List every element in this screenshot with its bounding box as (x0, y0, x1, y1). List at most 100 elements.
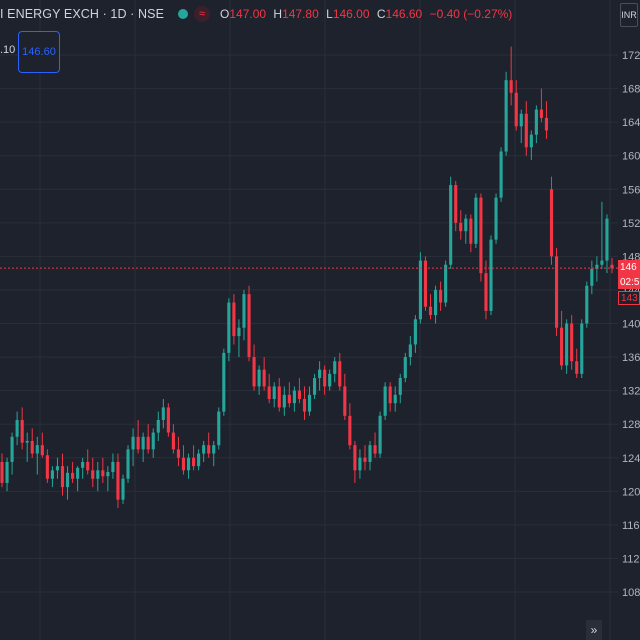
candle (10, 432, 14, 475)
candle (494, 193, 498, 244)
candle (252, 344, 256, 391)
grid-lines (0, 0, 618, 640)
candle-body (86, 461, 90, 471)
candle (232, 294, 236, 345)
candle (544, 101, 549, 139)
candle (353, 440, 357, 483)
candle-body (287, 394, 291, 404)
candle-body (50, 470, 54, 479)
candle-body (509, 80, 513, 93)
candle (343, 373, 347, 420)
candle-body (539, 109, 543, 118)
candle (368, 440, 372, 471)
candle (192, 445, 196, 471)
candle (171, 424, 175, 454)
high-label: H (273, 7, 283, 21)
open-label: O (220, 7, 230, 21)
candle (534, 105, 538, 144)
candle-body (146, 436, 150, 450)
candle-body (534, 109, 538, 135)
candle-body (156, 419, 160, 433)
indicator-icon[interactable]: ≈ (194, 6, 211, 22)
candle-body (464, 218, 468, 232)
candle-body (176, 449, 181, 458)
candle-body (262, 369, 266, 387)
candle (524, 101, 528, 156)
candle (403, 352, 407, 383)
candle-body (418, 260, 422, 320)
candle (121, 474, 125, 504)
candle-body (25, 440, 29, 443)
price-scale-bg (618, 0, 640, 640)
candle-body (499, 151, 503, 198)
candle (338, 352, 342, 391)
candle (600, 201, 604, 269)
candle (469, 214, 473, 253)
symbol-title[interactable]: I ENERGY EXCH · 1D · NSE (0, 7, 165, 21)
candle (499, 147, 503, 202)
y-tick-label: 116 (622, 520, 640, 532)
candle-body (252, 357, 256, 387)
candle-body (323, 369, 327, 387)
open-value: 147.00 (229, 7, 267, 21)
candle-body (212, 445, 216, 454)
candle (156, 411, 160, 441)
candle (504, 71, 508, 156)
candle (433, 285, 438, 324)
candle-body (519, 113, 523, 127)
candle-body (403, 357, 407, 379)
candle (40, 432, 44, 458)
candle-body (121, 478, 125, 500)
y-tick-label: 152 (622, 218, 640, 230)
countdown-tag: 02:5 (618, 275, 640, 290)
candle-body (378, 415, 382, 454)
candle (398, 373, 402, 404)
candle (378, 411, 382, 458)
candle (91, 457, 95, 488)
candle-body (479, 197, 483, 274)
candle-body (554, 256, 559, 328)
candle (161, 399, 165, 429)
candle-body (192, 457, 196, 467)
candle-body (328, 373, 332, 387)
candle (272, 382, 276, 408)
candle (76, 466, 80, 492)
candle-body (368, 445, 372, 462)
market-status-icon[interactable] (178, 9, 189, 19)
candle (570, 315, 574, 370)
candle (5, 457, 9, 492)
candle-body (544, 117, 549, 131)
candle-body (197, 453, 201, 467)
legend-header: I ENERGY EXCH · 1D · NSE ≈ O147.00 H147.… (0, 0, 618, 28)
price-input-box[interactable]: 146.60 (18, 31, 60, 73)
candle-body (277, 386, 281, 408)
candle-body (428, 306, 433, 316)
candle-body (474, 197, 478, 244)
candle (45, 449, 49, 483)
candle-body (610, 264, 614, 269)
candle-body (30, 440, 34, 454)
scroll-to-realtime-icon[interactable]: » (586, 620, 602, 640)
candle-body (292, 390, 296, 404)
candle-body (106, 472, 110, 477)
candle (50, 466, 54, 488)
candle (449, 176, 453, 269)
ohlc-values: O147.00 H147.80 L146.00 C146.60 −0.40 (−… (220, 7, 516, 21)
candle (383, 382, 387, 420)
candle-body (267, 386, 271, 400)
candle (136, 419, 140, 454)
candle-body (20, 419, 24, 443)
candle-body (373, 445, 377, 454)
candle-body (237, 327, 241, 337)
candle (333, 357, 337, 383)
last-price-tag: 146 (618, 260, 640, 276)
candle (348, 403, 352, 450)
candle (257, 365, 261, 395)
candle-body (318, 369, 322, 379)
candle-body (600, 260, 604, 265)
candle (176, 436, 181, 467)
candle-body (529, 134, 533, 148)
candle-body (570, 323, 574, 362)
currency-button[interactable]: INR (620, 3, 638, 27)
